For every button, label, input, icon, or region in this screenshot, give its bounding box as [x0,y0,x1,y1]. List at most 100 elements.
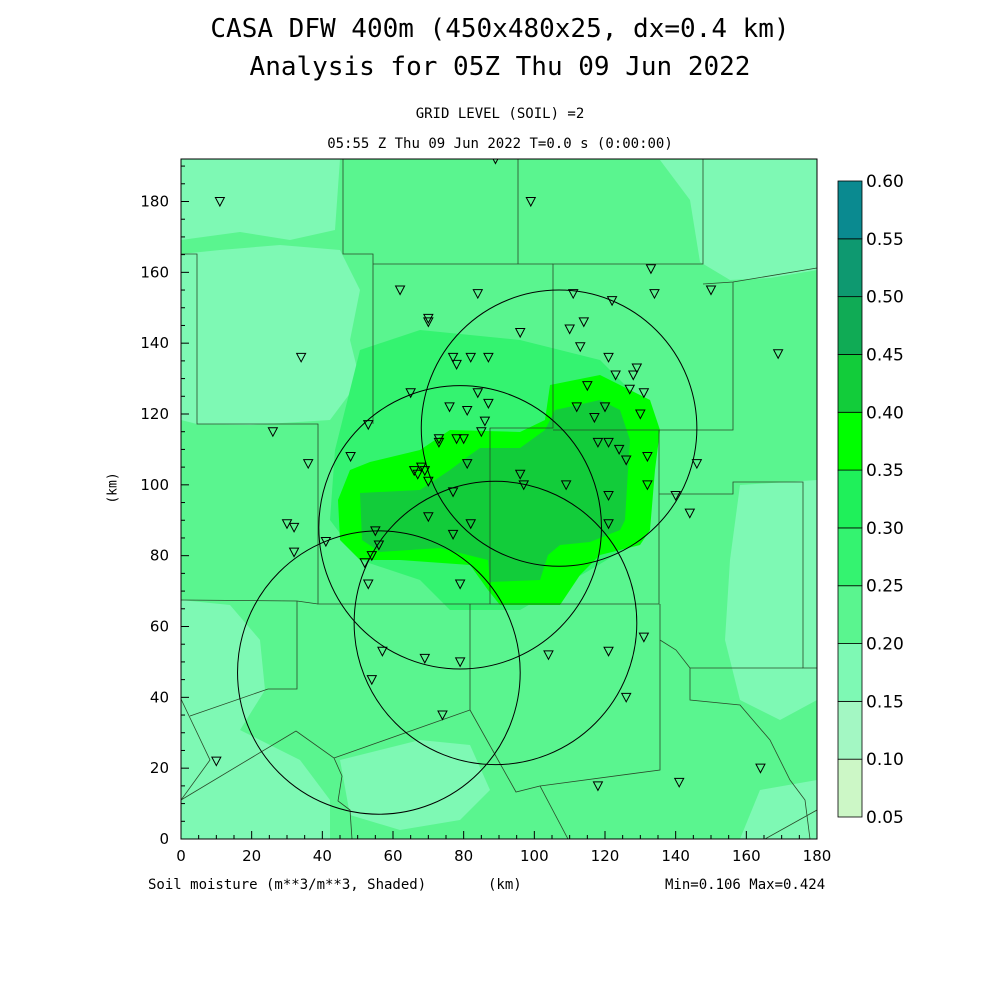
station-marker-icon [433,437,445,448]
y-tick-label: 80 [150,547,169,565]
colorbar-label: 0.25 [866,577,904,597]
station-marker-icon [447,352,459,363]
station-marker-icon [673,777,685,788]
station-marker-icon [465,519,477,530]
county-line [342,159,374,424]
station-marker-icon [613,444,625,455]
station-marker-icon [603,437,614,448]
station-marker-icon [624,384,636,395]
station-marker-icon [211,756,222,767]
station-marker-icon [302,459,314,470]
station-marker-icon [620,692,632,703]
county-line [659,481,817,669]
colorbar-label: 0.20 [866,635,904,655]
county-boundaries [181,159,817,839]
map-subtitle: Analysis for 05Z Thu 09 Jun 2022 [249,52,751,82]
station-marker-icon [320,537,332,548]
station-marker-icon [592,781,604,792]
soil-moisture-field [181,159,817,839]
station-marker-icon [620,455,632,466]
station-marker-icon [415,462,427,473]
station-marker-icon [603,646,614,657]
county-line [469,709,569,839]
station-marker-icon [772,349,784,360]
colorbar-swatch [837,585,863,644]
east-dry-area [725,480,817,720]
x-tick-label: 20 [242,847,261,865]
station-marker-icon [472,289,484,300]
station-marker-icon [267,427,279,438]
station-marker-icon [684,508,696,519]
station-marker-icon [627,370,639,381]
colorbar-swatch [837,354,863,413]
station-marker-icon [419,466,431,477]
radar-ring [420,289,698,567]
station-marker-icon [755,763,766,774]
station-marker-icon [571,402,583,413]
station-marker-icon [405,388,416,399]
station-marker-icon [472,388,484,399]
station-marker-icon [560,480,572,491]
x-tick-label: 160 [732,847,761,865]
station-marker-icon [412,469,424,480]
station-marker-icon [574,342,586,353]
station-marker-icon [592,437,604,448]
station-marker-icon [423,313,434,324]
station-marker-icon [447,487,459,498]
station-marker-icon [631,363,643,374]
station-marker-icon [461,405,473,417]
station-marker-icon [645,264,657,275]
station-marker-icon [642,480,653,491]
x-tick-label: 0 [176,847,186,865]
colorbar-label: 0.15 [866,692,904,712]
station-marker-icon [408,466,420,477]
colorbar-swatch [837,180,863,240]
station-marker-icon [373,540,385,551]
station-markers [211,159,784,792]
station-marker-icon [589,413,600,424]
colorbar: 0.05 0.10 0.15 0.20 0.25 0.30 0.35 0.40 0.45 0.50… [837,172,904,828]
y-tick-label: 60 [150,618,169,636]
station-marker-icon [377,646,388,657]
station-marker-icon [610,370,621,381]
station-marker-icon [454,579,466,590]
colorbar-label: 0.30 [866,519,904,539]
station-marker-icon [483,398,494,409]
colorbar-label: 0.50 [866,288,904,308]
y-tick-label: 0 [159,830,169,848]
colorbar-swatch [837,296,863,355]
colorbar-swatch [837,758,863,818]
station-marker-icon [642,452,653,463]
station-marker-icon [362,579,374,590]
axes: 0 20 40 60 80 100 120 140 160 180 0 20 40 60 80 100 120 1… [140,165,831,865]
colorbar-swatch [837,700,863,760]
southwest-dry-area [181,600,330,839]
station-marker-icon [359,558,371,569]
station-marker-icon [603,519,614,530]
station-marker-icon [444,402,455,413]
station-marker-icon [564,324,575,335]
station-marker-icon [606,296,618,307]
county-line [295,730,353,839]
southwest-dry-area [340,740,490,830]
station-marker-icon [419,653,431,664]
station-marker-icon [281,519,293,530]
valid-time-label: 05:55 Z Thu 09 Jun 2022 T=0.0 s (0:00:00… [327,136,673,152]
station-marker-icon [345,452,356,463]
y-tick-label: 100 [140,476,169,494]
y-tick-label: 20 [150,759,169,777]
county-line [764,809,817,839]
colorbar-label: 0.10 [866,750,904,770]
x-tick-label: 60 [383,847,402,865]
field-description: Soil moisture (m**3/m**3, Shaded) [148,877,427,893]
y-tick-label: 140 [140,334,169,352]
county-line [539,604,661,787]
grid-level-label: GRID LEVEL (SOIL) =2 [415,106,585,122]
station-marker-icon [483,352,494,363]
station-marker-icon [518,480,530,491]
colorbar-label: 0.05 [866,808,904,828]
station-marker-icon [458,434,469,445]
county-line [181,730,297,801]
colorbar-label: 0.45 [866,345,904,365]
